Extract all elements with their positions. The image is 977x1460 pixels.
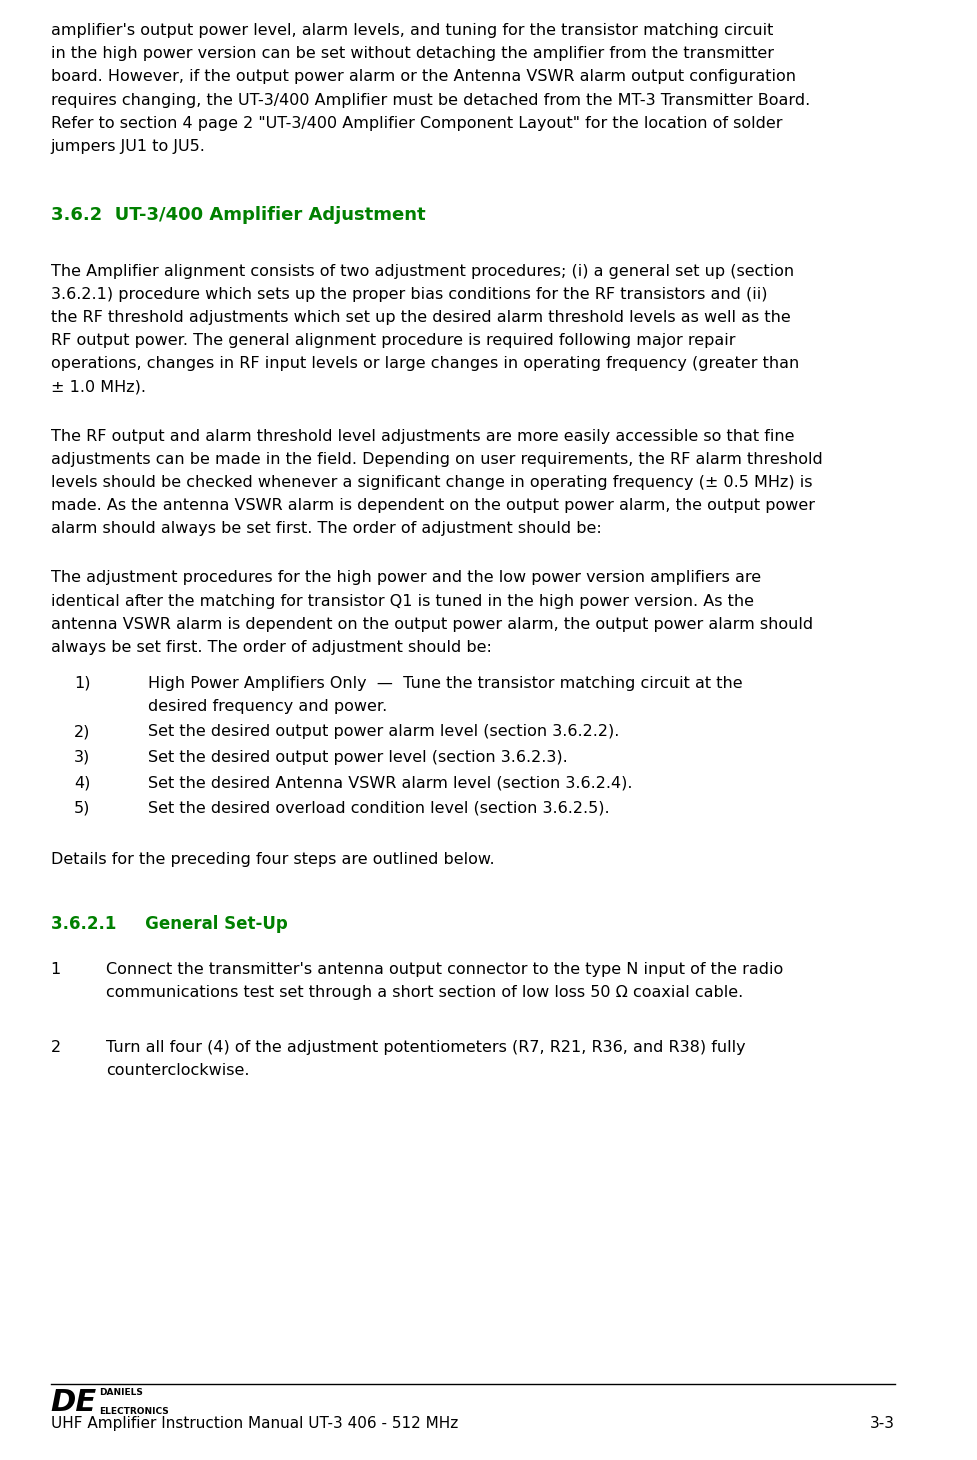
Text: antenna VSWR alarm is dependent on the output power alarm, the output power alar: antenna VSWR alarm is dependent on the o… (51, 616, 812, 632)
Text: Set the desired output power alarm level (section 3.6.2.2).: Set the desired output power alarm level… (148, 724, 618, 739)
Text: 1: 1 (51, 962, 61, 977)
Text: Turn all four (4) of the adjustment potentiometers (R7, R21, R36, and R38) fully: Turn all four (4) of the adjustment pote… (106, 1040, 744, 1056)
Text: adjustments can be made in the field. Depending on user requirements, the RF ala: adjustments can be made in the field. De… (51, 453, 822, 467)
Text: The adjustment procedures for the high power and the low power version amplifier: The adjustment procedures for the high p… (51, 571, 760, 585)
Text: made. As the antenna VSWR alarm is dependent on the output power alarm, the outp: made. As the antenna VSWR alarm is depen… (51, 498, 814, 512)
Text: requires changing, the UT-3/400 Amplifier must be detached from the MT-3 Transmi: requires changing, the UT-3/400 Amplifie… (51, 92, 809, 108)
Text: the RF threshold adjustments which set up the desired alarm threshold levels as : the RF threshold adjustments which set u… (51, 311, 789, 326)
Text: DE: DE (51, 1388, 97, 1418)
Text: Refer to section 4 page 2 "UT-3/400 Amplifier Component Layout" for the location: Refer to section 4 page 2 "UT-3/400 Ampl… (51, 115, 782, 130)
Text: jumpers JU1 to JU5.: jumpers JU1 to JU5. (51, 139, 205, 153)
Text: 3.6.2.1) procedure which sets up the proper bias conditions for the RF transisto: 3.6.2.1) procedure which sets up the pro… (51, 288, 766, 302)
Text: Set the desired Antenna VSWR alarm level (section 3.6.2.4).: Set the desired Antenna VSWR alarm level… (148, 775, 631, 790)
Text: levels should be checked whenever a significant change in operating frequency (±: levels should be checked whenever a sign… (51, 474, 812, 491)
Text: UHF Amplifier Instruction Manual UT-3 406 - 512 MHz: UHF Amplifier Instruction Manual UT-3 40… (51, 1416, 457, 1431)
Text: 3.6.2.1     General Set-Up: 3.6.2.1 General Set-Up (51, 914, 287, 933)
Text: Set the desired overload condition level (section 3.6.2.5).: Set the desired overload condition level… (148, 800, 609, 816)
Text: 1): 1) (73, 676, 90, 691)
Text: The Amplifier alignment consists of two adjustment procedures; (i) a general set: The Amplifier alignment consists of two … (51, 264, 793, 279)
Text: 3.6.2  UT-3/400 Amplifier Adjustment: 3.6.2 UT-3/400 Amplifier Adjustment (51, 206, 425, 223)
Text: Details for the preceding four steps are outlined below.: Details for the preceding four steps are… (51, 853, 493, 867)
Text: operations, changes in RF input levels or large changes in operating frequency (: operations, changes in RF input levels o… (51, 356, 798, 371)
Text: alarm should always be set first. The order of adjustment should be:: alarm should always be set first. The or… (51, 521, 601, 536)
Text: identical after the matching for transistor Q1 is tuned in the high power versio: identical after the matching for transis… (51, 594, 753, 609)
Text: amplifier's output power level, alarm levels, and tuning for the transistor matc: amplifier's output power level, alarm le… (51, 23, 773, 38)
Text: communications test set through a short section of low loss 50 Ω coaxial cable.: communications test set through a short … (106, 986, 743, 1000)
Text: 3-3: 3-3 (869, 1416, 894, 1431)
Text: 2): 2) (73, 724, 90, 739)
Text: High Power Amplifiers Only  —  Tune the transistor matching circuit at the: High Power Amplifiers Only — Tune the tr… (148, 676, 742, 691)
Text: 4): 4) (73, 775, 90, 790)
Text: counterclockwise.: counterclockwise. (106, 1063, 249, 1077)
Text: 3): 3) (73, 749, 90, 765)
Text: always be set first. The order of adjustment should be:: always be set first. The order of adjust… (51, 639, 491, 654)
Text: desired frequency and power.: desired frequency and power. (148, 699, 387, 714)
Text: board. However, if the output power alarm or the Antenna VSWR alarm output confi: board. However, if the output power alar… (51, 70, 795, 85)
Text: ± 1.0 MHz).: ± 1.0 MHz). (51, 380, 146, 394)
Text: Set the desired output power level (section 3.6.2.3).: Set the desired output power level (sect… (148, 749, 567, 765)
Text: 5): 5) (73, 800, 90, 816)
Text: The RF output and alarm threshold level adjustments are more easily accessible s: The RF output and alarm threshold level … (51, 429, 793, 444)
Text: RF output power. The general alignment procedure is required following major rep: RF output power. The general alignment p… (51, 333, 735, 349)
Text: Connect the transmitter's antenna output connector to the type N input of the ra: Connect the transmitter's antenna output… (106, 962, 783, 977)
Text: 2: 2 (51, 1040, 61, 1056)
Text: in the high power version can be set without detaching the amplifier from the tr: in the high power version can be set wit… (51, 47, 773, 61)
Text: ELECTRONICS: ELECTRONICS (99, 1407, 168, 1416)
Text: DANIELS: DANIELS (99, 1388, 143, 1397)
